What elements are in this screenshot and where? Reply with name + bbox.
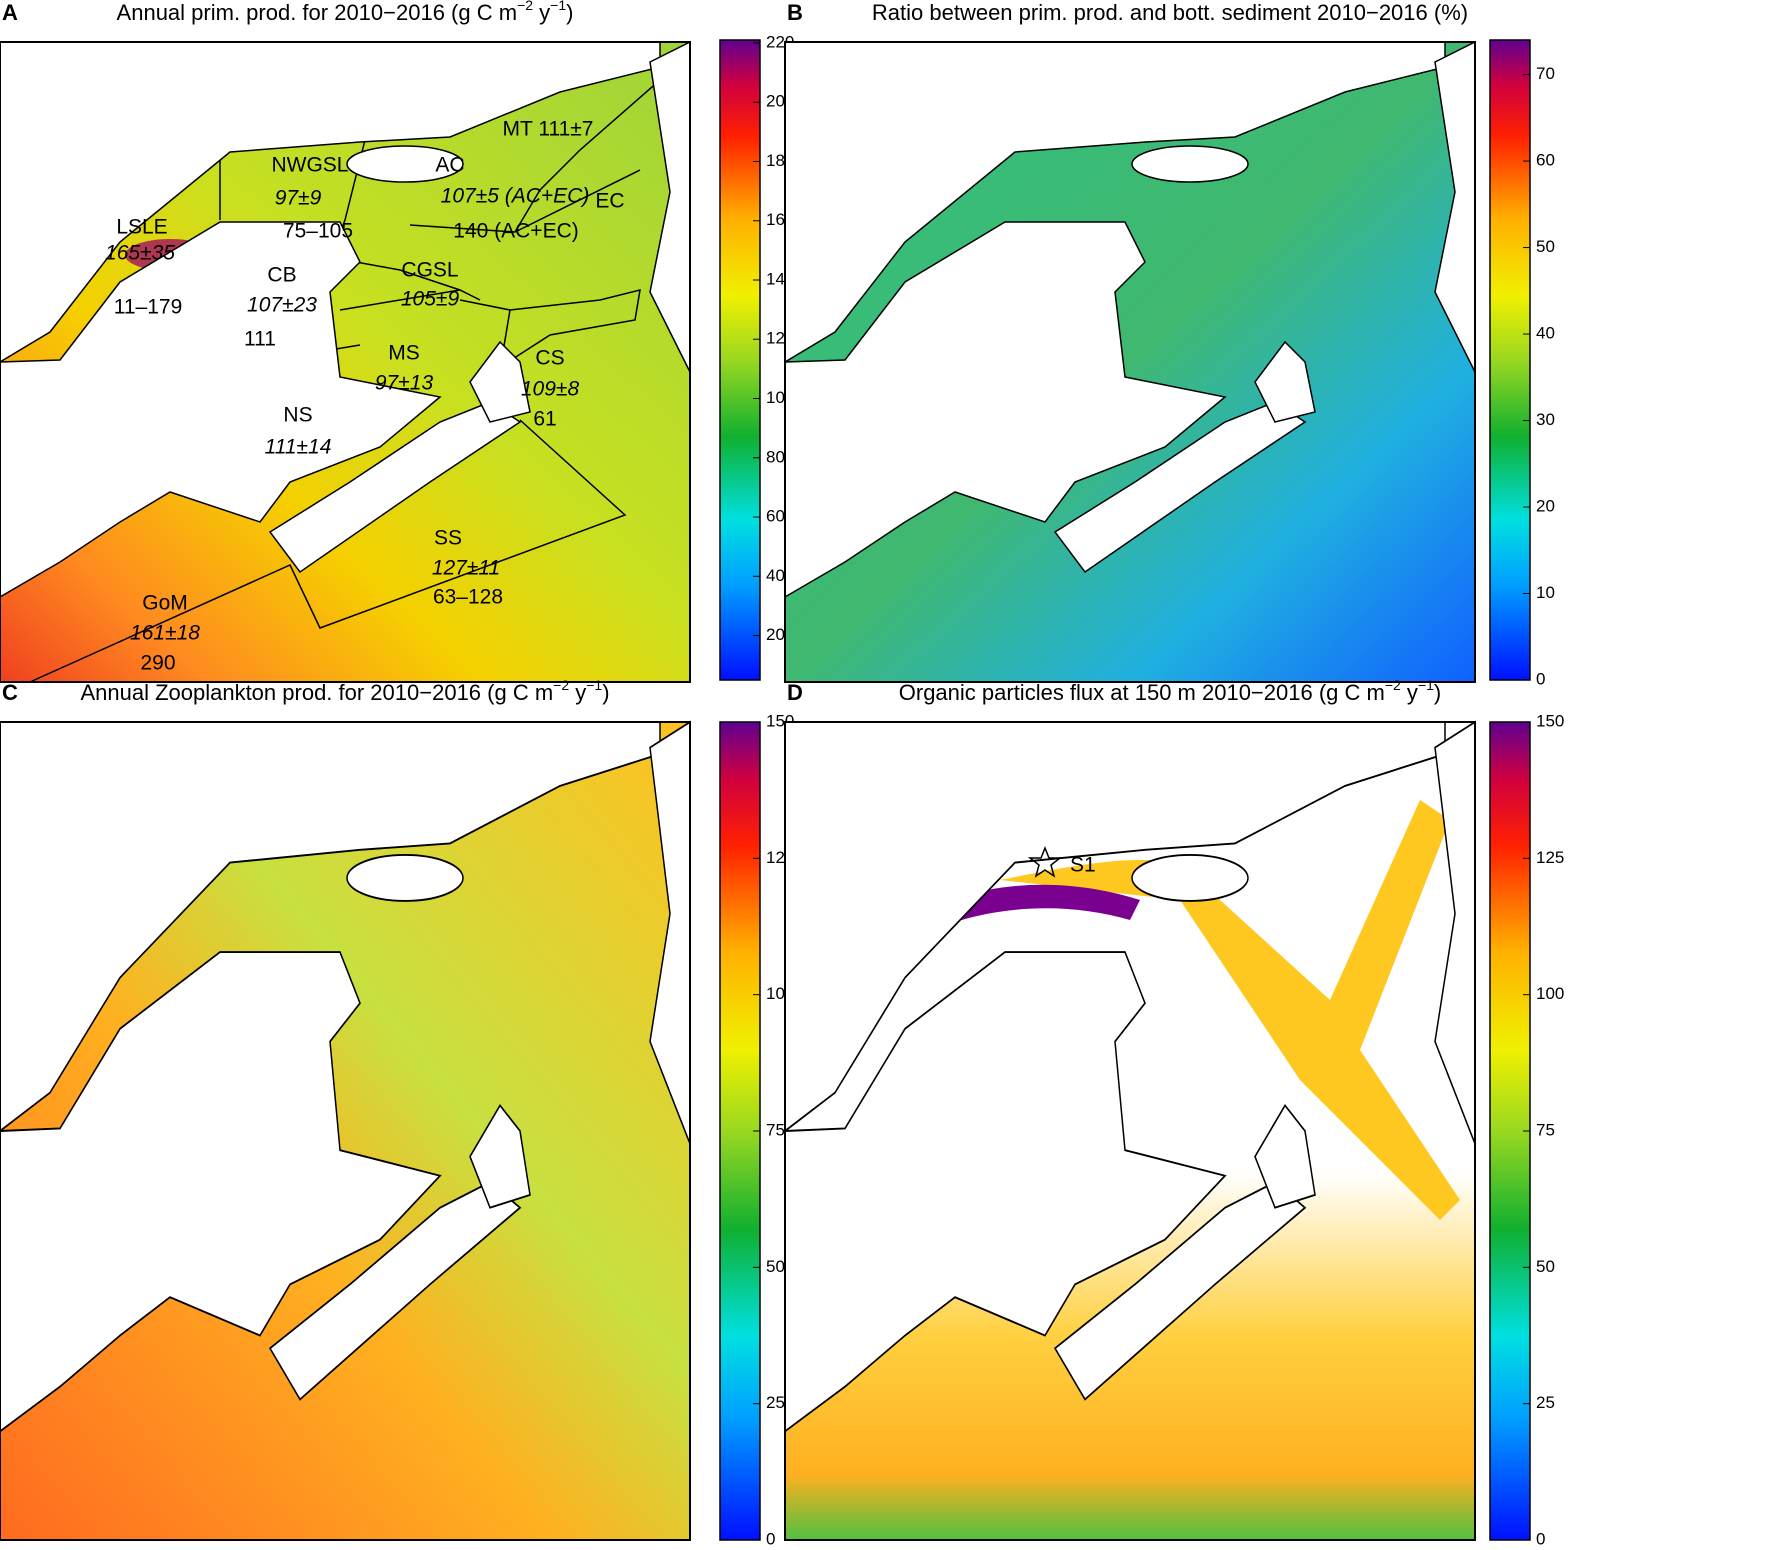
panel: B Ratio between prim. prod. and bott. sed… xyxy=(784,0,1555,688)
station-label: S1 xyxy=(1070,854,1096,877)
colorbar-tick-label: 20 xyxy=(1536,497,1555,516)
colorbar-tick-label: 50 xyxy=(1536,1257,1555,1276)
region-label: 97±13 xyxy=(375,372,434,395)
colorbar-tick-label: 125 xyxy=(1536,848,1564,867)
region-label: 75–105 xyxy=(283,220,353,243)
region-label: 107±23 xyxy=(247,294,317,317)
title-text: y xyxy=(1401,680,1418,705)
region-label: 290 xyxy=(140,652,175,675)
region-label: 161±18 xyxy=(130,622,200,645)
colorbar-tick-label: 50 xyxy=(1536,237,1555,256)
title-superscript: −1 xyxy=(550,0,566,13)
colorbar-tick-label: 0 xyxy=(766,1529,775,1548)
region-label: 165±35 xyxy=(105,242,175,265)
map-frame xyxy=(784,41,1476,683)
region-label: NS xyxy=(283,404,312,427)
colorbar-tick-label: 75 xyxy=(766,1120,785,1139)
panel-letter: B xyxy=(787,0,803,25)
region-label: 111±14 xyxy=(265,436,332,459)
region-label: 140 (AC+EC) xyxy=(453,220,578,243)
colorbar-tick-label: 40 xyxy=(766,566,785,585)
colorbar-tick-label: 50 xyxy=(766,1257,785,1276)
panel-letter: A xyxy=(2,0,18,25)
title-text: ) xyxy=(602,680,609,705)
region-label: 11–179 xyxy=(114,296,183,319)
region-label: AC xyxy=(435,154,464,177)
colorbar-tick-label: 0 xyxy=(1536,669,1545,688)
panel: D Organic particles flux at 150 m 2010−20… xyxy=(784,677,1564,1548)
region-label: 127±11 xyxy=(432,557,500,580)
station-star xyxy=(1027,845,1063,878)
region-label: GoM xyxy=(142,592,188,615)
region-label: 63–128 xyxy=(433,586,503,609)
colorbar-tick-label: 150 xyxy=(1536,711,1564,730)
panel-letter: D xyxy=(787,680,803,705)
colorbar-tick-label: 10 xyxy=(1536,583,1555,602)
region-label: 105±9 xyxy=(401,288,460,311)
colorbar-tick-label: 80 xyxy=(766,447,785,466)
region-label: EC xyxy=(595,190,624,213)
title-superscript: −2 xyxy=(517,0,533,13)
colorbar-tick-label: 70 xyxy=(1536,64,1555,83)
region-label: MS xyxy=(388,342,420,365)
colorbar xyxy=(719,39,761,681)
panel-title: Annual Zooplankton prod. for 2010−2016 (… xyxy=(80,677,609,705)
region-boundaries xyxy=(29,79,661,683)
colorbar-tick-label: 100 xyxy=(1536,984,1564,1003)
panel: A Annual prim. prod. for 2010−2016 (g C m… xyxy=(0,0,794,683)
title-text: Annual Zooplankton prod. for 2010−2016 (… xyxy=(80,680,553,705)
panel-title: Ratio between prim. prod. and bott. sedi… xyxy=(872,0,1468,25)
colorbar-tick-label: 0 xyxy=(1536,1529,1545,1548)
region-label: 61 xyxy=(533,408,556,431)
colorbar-tick-label: 60 xyxy=(766,507,785,526)
colorbar-tick-label: 20 xyxy=(766,625,785,644)
region-label: MT 111±7 xyxy=(503,118,594,141)
panel-title: Annual prim. prod. for 2010−2016 (g C m−… xyxy=(117,0,574,25)
title-text: y xyxy=(533,0,550,25)
panel: C Annual Zooplankton prod. for 2010−2016 … xyxy=(0,677,794,1548)
title-text: ) xyxy=(1434,680,1441,705)
colorbar-tick-label: 25 xyxy=(1536,1393,1555,1412)
colorbar xyxy=(1489,39,1531,681)
map-frame xyxy=(784,721,1476,1541)
flux-channel xyxy=(1000,800,1460,1220)
region-label: 107±5 (AC+EC) xyxy=(441,185,590,208)
title-superscript: −2 xyxy=(553,677,569,693)
region-label: NWGSL xyxy=(271,154,348,177)
title-text: Organic particles flux at 150 m 2010−201… xyxy=(899,680,1385,705)
colorbar-tick-label: 25 xyxy=(766,1393,785,1412)
region-label: 109±8 xyxy=(521,378,580,401)
panel-letter: C xyxy=(2,680,18,705)
region-label: LSLE xyxy=(116,216,167,239)
region-label: 97±9 xyxy=(275,187,322,210)
title-superscript: −1 xyxy=(586,677,602,693)
map-frame xyxy=(0,41,691,683)
region-label: CS xyxy=(535,347,564,370)
colorbar-tick-label: 75 xyxy=(1536,1120,1555,1139)
title-text: ) xyxy=(566,0,573,25)
region-label: CGSL xyxy=(401,259,458,282)
region-label: 111 xyxy=(244,328,276,351)
map-frame xyxy=(0,721,691,1541)
title-text: Ratio between prim. prod. and bott. sedi… xyxy=(872,0,1468,25)
colorbar-tick-label: 60 xyxy=(1536,151,1555,170)
title-superscript: −1 xyxy=(1418,677,1434,693)
colorbar-tick-label: 40 xyxy=(1536,324,1555,343)
region-label: CB xyxy=(267,264,296,287)
title-text: Annual prim. prod. for 2010−2016 (g C m xyxy=(117,0,518,25)
colorbar-tick-label: 30 xyxy=(1536,410,1555,429)
title-superscript: −2 xyxy=(1385,677,1401,693)
panel-title: Organic particles flux at 150 m 2010−201… xyxy=(899,677,1441,705)
region-label: SS xyxy=(434,527,462,550)
title-text: y xyxy=(569,680,586,705)
